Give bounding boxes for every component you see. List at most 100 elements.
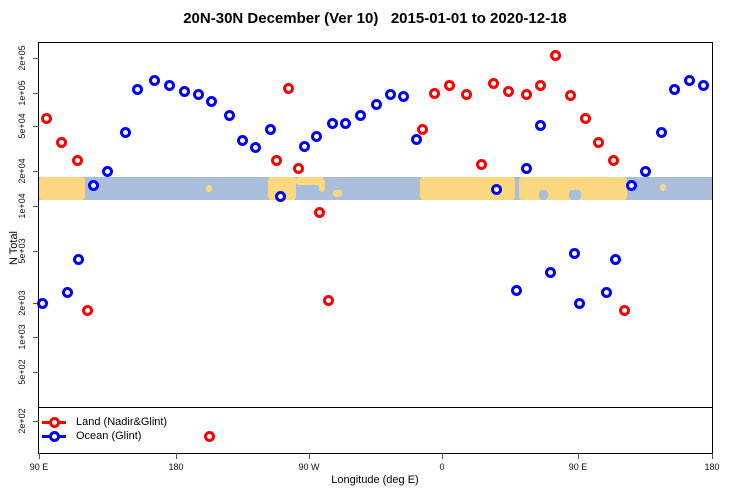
ocean-data-point [510, 284, 522, 296]
ocean-data-point [192, 89, 204, 101]
x-tick-mark [578, 453, 579, 459]
land-data-point [534, 80, 546, 92]
ocean-data-point [384, 89, 396, 101]
y-tick-mark [33, 58, 39, 59]
land-data-point [460, 89, 472, 101]
ocean-data-point [355, 110, 367, 122]
legend-ocean-marker-icon [42, 430, 66, 442]
legend-item-ocean: Ocean (Glint) [42, 429, 302, 443]
y-tick-label: 5e+02 [17, 359, 27, 385]
ocean-data-point [521, 163, 533, 175]
land-data-point [322, 294, 334, 306]
x-axis-title: Longitude (deg E) [331, 474, 419, 486]
ocean-data-point [697, 80, 709, 92]
land-data-point [579, 112, 591, 124]
legend-land-marker-icon [42, 416, 66, 428]
y-tick-mark [33, 303, 39, 304]
plot-area: 90 E 180 90 W 0 90 E 180 2e+05 1e+05 5e+04 2e+04 1… [8, 42, 720, 472]
ocean-data-point [655, 126, 667, 138]
band-land-segment [659, 183, 666, 191]
ocean-data-point [120, 126, 132, 138]
ocean-data-point [102, 165, 113, 177]
band-land-segment [419, 177, 515, 200]
x-tick-label: 90 E [568, 462, 588, 472]
land-data-point [313, 207, 325, 219]
ocean-data-point [371, 99, 383, 111]
ocean-data-point [223, 110, 235, 122]
land-data-point [444, 80, 456, 92]
x-tick-mark [309, 453, 310, 459]
ocean-data-point [545, 267, 557, 279]
band-land-segment [318, 179, 325, 192]
ocean-data-point [609, 254, 621, 266]
y-tick-mark [33, 421, 39, 422]
y-tick-mark [33, 93, 39, 94]
land-data-point [487, 78, 499, 90]
x-tick-label: 90 W [298, 462, 320, 472]
ocean-data-point [669, 83, 681, 95]
ocean-data-point [340, 117, 352, 129]
x-tick-label: 90 E [29, 462, 49, 472]
y-tick-mark [33, 171, 39, 172]
x-tick-label: 0 [439, 462, 445, 472]
band-land-segment [267, 177, 297, 200]
y-axis-title: N Total [8, 230, 20, 266]
x-tick-mark [442, 453, 443, 459]
band-land-segment [332, 189, 342, 197]
land-data-point [502, 85, 514, 97]
land-data-point [549, 50, 561, 62]
land-data-point [618, 305, 630, 317]
band-land-segment [206, 185, 213, 192]
x-tick-mark [712, 453, 713, 459]
y-tick-mark [33, 126, 39, 127]
band-land-segment [39, 177, 86, 200]
ocean-data-point [88, 180, 100, 192]
ocean-data-point [327, 117, 339, 129]
ocean-data-point [62, 287, 74, 299]
ocean-data-point [36, 297, 48, 309]
land-data-point [56, 136, 68, 148]
y-tick-mark [33, 337, 39, 338]
y-tick-label: 5e+04 [17, 113, 27, 139]
ocean-data-point [149, 75, 161, 87]
land-data-point [475, 158, 487, 170]
ocean-data-point [490, 183, 502, 195]
ocean-data-point [250, 142, 262, 154]
x-tick-label: 180 [704, 462, 720, 472]
land-data-point [282, 82, 294, 94]
y-tick-label: 2e+02 [17, 408, 27, 434]
y-tick-mark [33, 251, 39, 252]
land-data-point [71, 154, 83, 166]
ocean-data-point [411, 133, 423, 145]
band-ocean-notch [568, 189, 581, 200]
x-tick-label: 180 [168, 462, 184, 472]
ocean-data-point [310, 131, 322, 143]
ocean-data-point [398, 91, 410, 103]
chart-title: 20N-30N December (Ver 10) 2015-01-01 to … [183, 10, 567, 27]
ocean-data-point [265, 123, 277, 135]
land-data-point [429, 88, 441, 100]
legend-land-label: Land (Nadir&Glint) [76, 416, 168, 428]
ocean-data-point [299, 140, 311, 152]
ocean-data-point [132, 83, 144, 95]
land-data-point [564, 90, 576, 102]
legend: Land (Nadir&Glint) Ocean (Glint) [42, 415, 302, 443]
map-band [39, 177, 712, 200]
ocean-data-point [534, 119, 546, 131]
land-data-point [293, 163, 305, 175]
ocean-data-point [205, 96, 217, 108]
land-data-point [417, 123, 429, 135]
x-tick-mark [176, 453, 177, 459]
ocean-data-point [164, 80, 176, 92]
y-tick-label: 2e+03 [17, 290, 27, 316]
y-tick-mark [33, 206, 39, 207]
ocean-data-point [573, 297, 585, 309]
ocean-data-point [275, 191, 287, 203]
plot-divider-line [39, 407, 712, 408]
land-data-point [608, 154, 620, 166]
land-data-point [41, 112, 53, 124]
ocean-data-point [639, 165, 651, 177]
ocean-data-point [237, 135, 248, 147]
y-tick-mark [33, 372, 39, 373]
